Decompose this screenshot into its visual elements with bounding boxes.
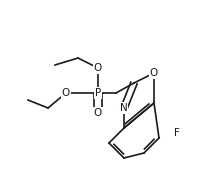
Text: P: P: [95, 88, 101, 98]
Text: N: N: [120, 103, 128, 113]
Text: O: O: [94, 63, 102, 73]
Text: O: O: [94, 108, 102, 118]
Text: O: O: [62, 88, 70, 98]
Text: F: F: [174, 128, 180, 138]
Text: O: O: [150, 68, 158, 78]
